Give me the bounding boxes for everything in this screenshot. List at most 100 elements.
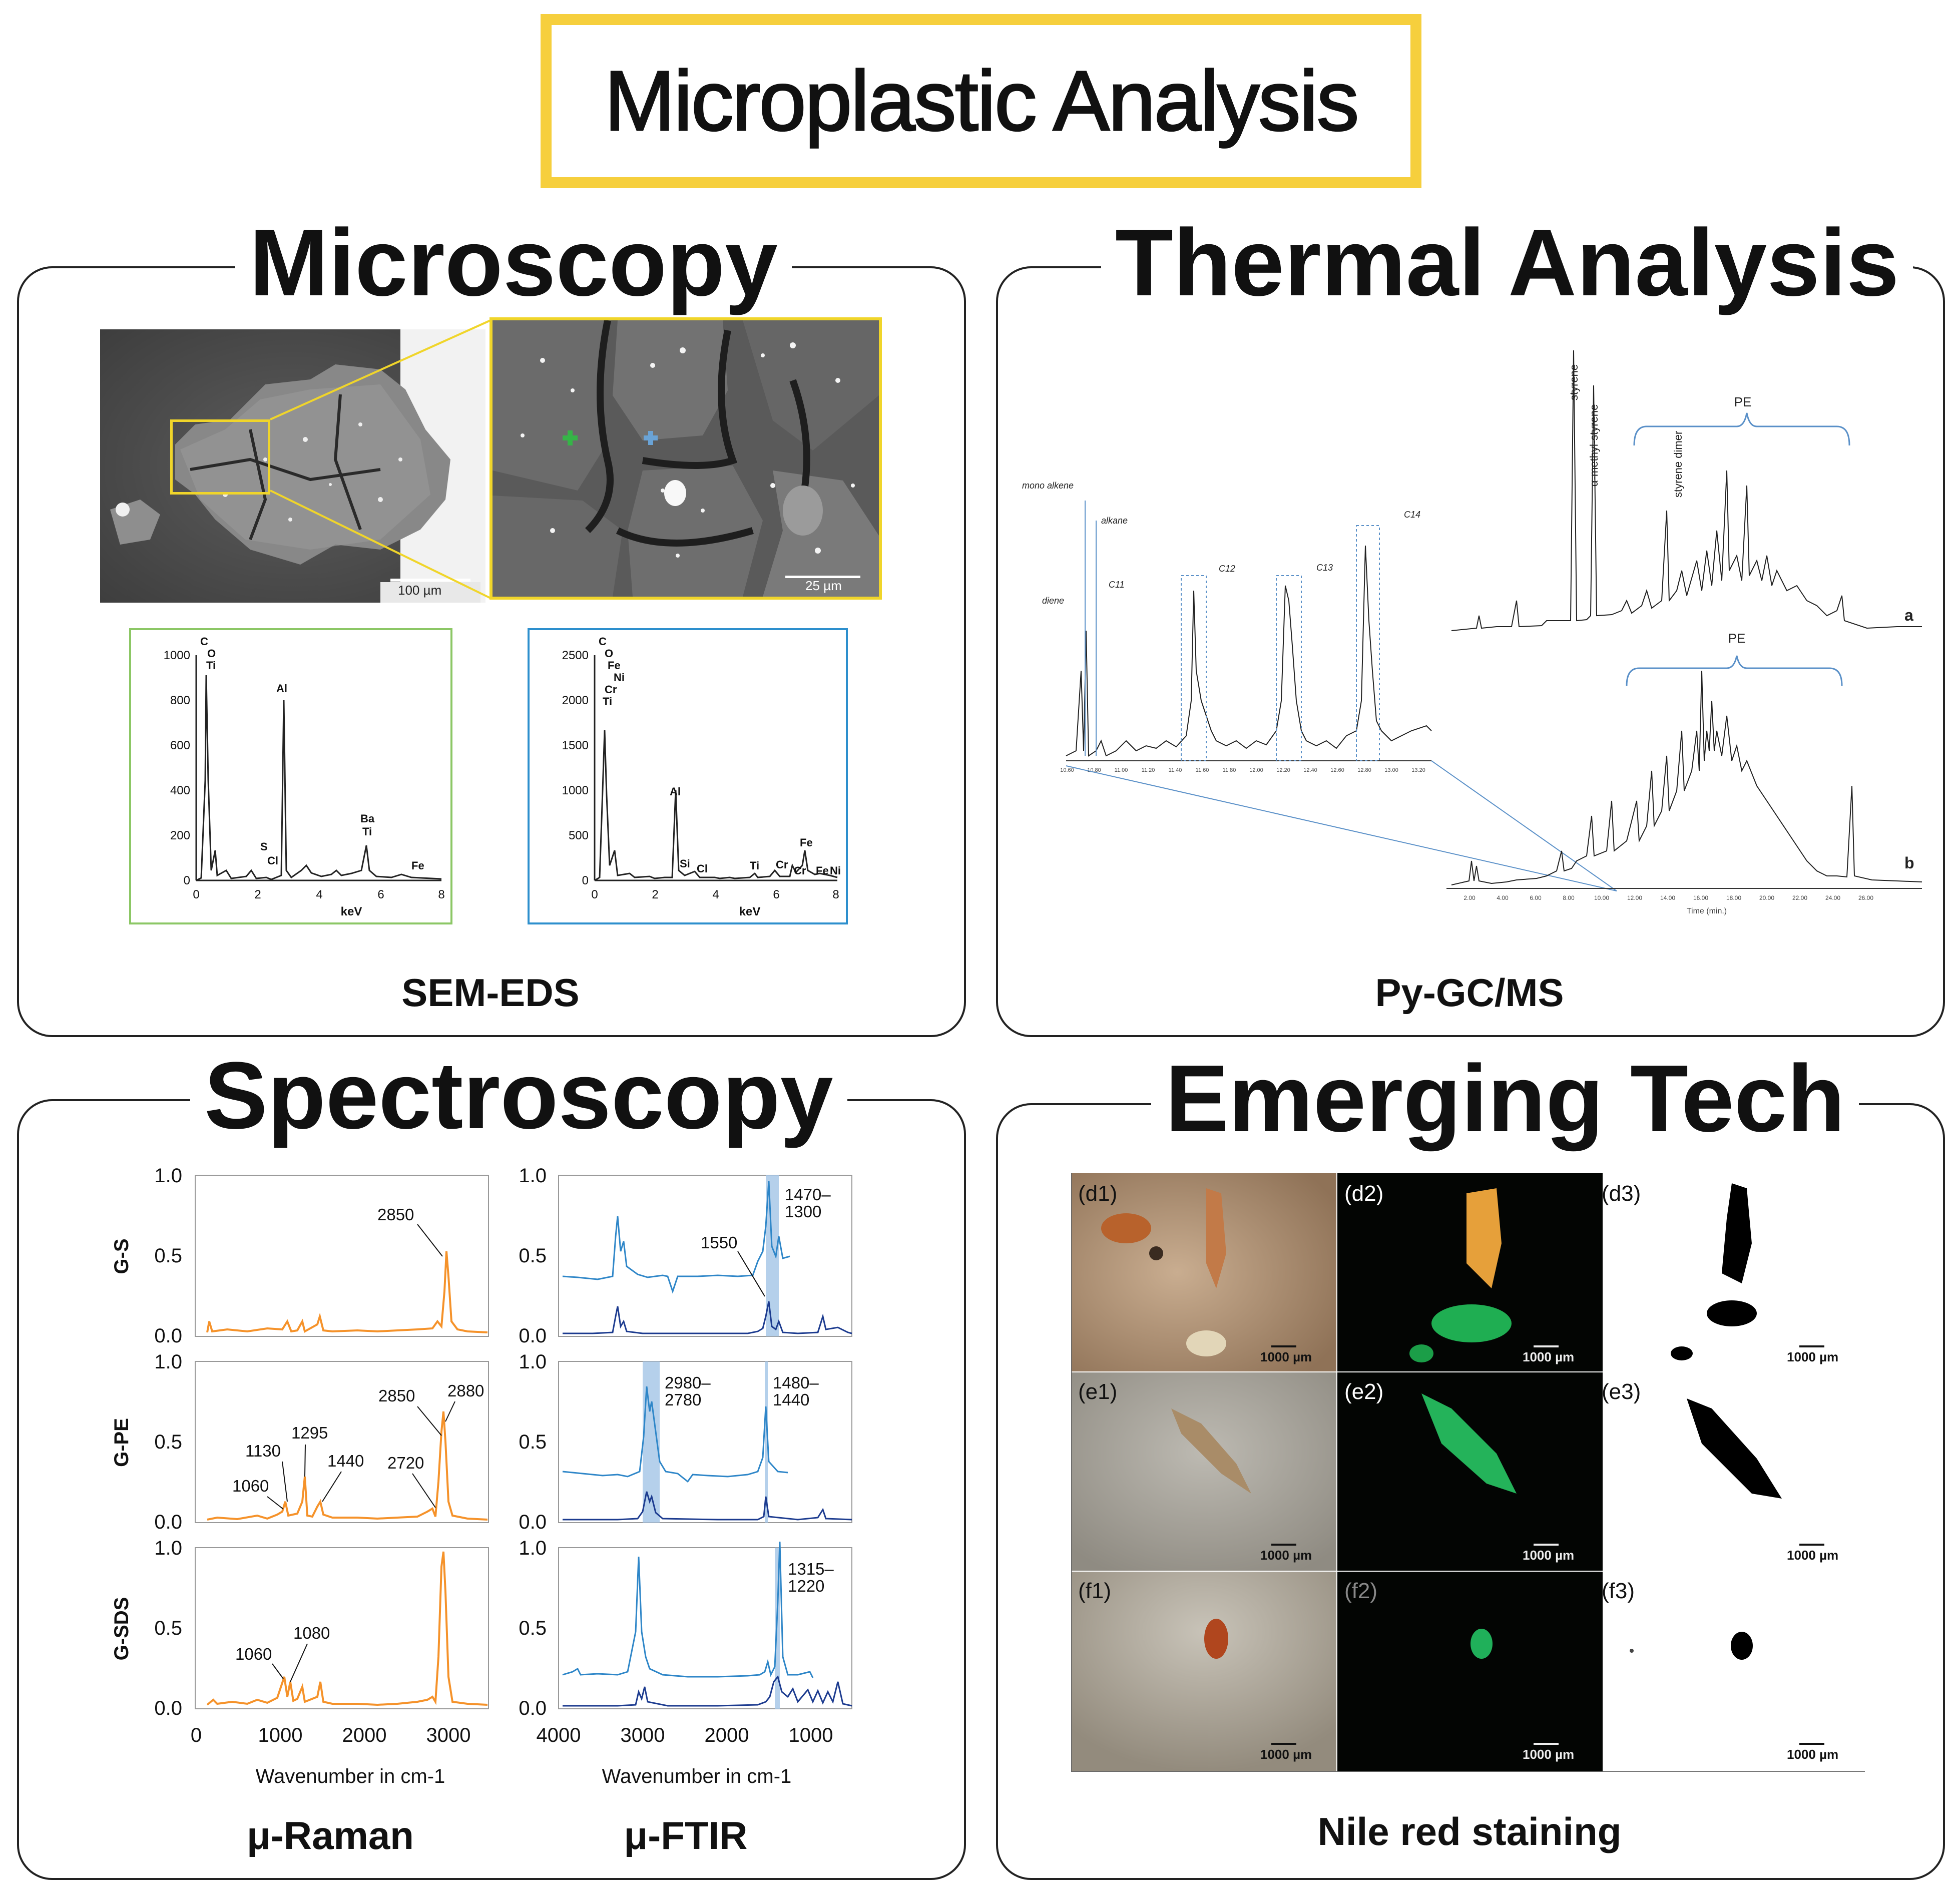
eds-right-element: Ni: [614, 671, 625, 684]
eds-right-element: Cr: [794, 864, 806, 877]
eds-right-xtick: 8: [832, 888, 839, 901]
raman-ytick: 0.0: [154, 1325, 182, 1347]
raman-annotation: 1130: [245, 1442, 281, 1460]
zoom-tick: 12.00: [1249, 767, 1263, 773]
ftir-xtick: 1000: [789, 1724, 833, 1746]
zoom-tick: 13.00: [1384, 767, 1398, 773]
eds-left-ytick: 1000: [164, 649, 190, 662]
eds-left-ytick: 200: [170, 829, 190, 842]
eds-right-ytick: 2000: [562, 694, 589, 707]
zoom-tick: 11.60: [1196, 767, 1209, 773]
ftir-ytick: 1.0: [519, 1351, 547, 1373]
raman-ytick: 0.5: [154, 1617, 182, 1639]
ftir-ytick: 1.0: [519, 1165, 547, 1187]
zoom-label: C13: [1316, 563, 1333, 573]
eds-left-element: S: [260, 840, 268, 853]
main-title: Microplastic Analysis: [604, 53, 1360, 150]
ftir-annotation: 1220: [788, 1577, 824, 1595]
time-tick: 6.00: [1530, 894, 1542, 901]
emerging-heading: Emerging Tech: [1151, 1051, 1859, 1146]
time-tick: 22.00: [1792, 894, 1807, 901]
zoom-tick: 12.80: [1357, 767, 1371, 773]
eds-left-xtick: 0: [193, 888, 199, 901]
eds-left-element: Al: [276, 682, 287, 695]
ftir-caption: μ-FTIR: [624, 1813, 748, 1857]
raman-annotation: 2720: [387, 1454, 424, 1472]
ftir-ytick: 0.5: [519, 1431, 547, 1453]
raman-annotation: 1060: [235, 1645, 272, 1663]
zoom-tick: 11.40: [1169, 767, 1182, 773]
tile-label: (d2): [1344, 1181, 1384, 1206]
raman-annotation: 1080: [293, 1624, 330, 1642]
eds-right-element: Ti: [750, 859, 759, 872]
zoom-tick: 13.20: [1411, 767, 1425, 773]
eds-right-xlabel: keV: [739, 905, 761, 918]
row-label-gs: G-S: [111, 1238, 133, 1274]
eds-left-xtick: 6: [377, 888, 384, 901]
eds-right-ytick: 1000: [562, 784, 589, 797]
spectroscopy-heading: Spectroscopy: [190, 1048, 847, 1143]
ftir-xtick: 2000: [705, 1724, 749, 1746]
tile-scale: 1000 µm: [1787, 1349, 1839, 1364]
eds-left-element: O: [207, 647, 216, 660]
sem-overview-image: 100 µm: [100, 329, 485, 603]
raman-ytick: 0.0: [154, 1511, 182, 1533]
eds-right-xtick: 0: [591, 888, 598, 901]
peak-label-styrene-dimer: styrene dimer: [1672, 431, 1684, 498]
eds-left-xtick: 4: [316, 888, 322, 901]
eds-spectrum-green: 0 200 400 600 800 1000 0 2 4 6 8 keV C O…: [129, 628, 452, 924]
ftir-ytick: 0.0: [519, 1697, 547, 1719]
ftir-annotation: 2980–: [665, 1373, 711, 1392]
tile-label: (f1): [1078, 1579, 1111, 1603]
time-tick: 18.00: [1726, 894, 1741, 901]
tile-scale: 1000 µm: [1787, 1548, 1839, 1563]
trace-b-label: b: [1904, 854, 1914, 872]
zoom-connector-lines: [270, 319, 491, 599]
raman-xlabel: Wavenumber in cm-1: [256, 1765, 445, 1787]
raman-xtick: 1000: [258, 1724, 303, 1746]
tile-label: (f3): [1602, 1579, 1635, 1603]
nile-red-grid: (d1) (d2) (d3) (e1) (e2) (e3) (f1) (f2) …: [1071, 1173, 1865, 1772]
time-tick: 8.00: [1563, 894, 1575, 901]
ftir-annotation: 1470–: [785, 1185, 831, 1204]
time-tick: 20.00: [1759, 894, 1774, 901]
ftir-ytick: 0.0: [519, 1511, 547, 1533]
raman-annotation: 1060: [232, 1477, 269, 1495]
zoom-box: [170, 419, 270, 495]
ftir-annotation: 1440: [773, 1390, 809, 1409]
raman-annotation: 1295: [291, 1424, 328, 1442]
eds-left-xtick: 2: [254, 888, 261, 901]
tile-scale: 1000 µm: [1523, 1548, 1575, 1563]
eds-right-element: C: [599, 635, 607, 648]
raman-xtick: 0: [191, 1724, 202, 1746]
ftir-ytick: 1.0: [519, 1537, 547, 1559]
raman-ytick: 0.5: [154, 1245, 182, 1267]
thermal-caption: Py-GC/MS: [1375, 971, 1564, 1015]
eds-right-element: Fe: [816, 864, 829, 877]
eds-right-ytick: 0: [582, 874, 589, 887]
eds-right-element: Fe: [800, 836, 813, 849]
raman-annotation: 1440: [327, 1452, 364, 1470]
tile-scale: 1000 µm: [1260, 1349, 1312, 1364]
tile-scale: 1000 µm: [1523, 1349, 1575, 1364]
time-tick: 14.00: [1660, 894, 1675, 901]
eds-left-ytick: 600: [170, 739, 190, 752]
row-label-gsds: G-SDS: [111, 1597, 133, 1661]
raman-ytick: 0.0: [154, 1697, 182, 1719]
eds-right-element: O: [605, 647, 613, 660]
raman-caption: μ-Raman: [247, 1813, 414, 1857]
time-tick: 24.00: [1825, 894, 1840, 901]
eds-right-element: Cr: [776, 858, 788, 871]
thermal-panel: [996, 266, 1945, 1037]
zoom-tick: 11.80: [1223, 767, 1236, 773]
eds-right-element: Ni: [830, 864, 841, 877]
eds-right-element: Cr: [605, 683, 617, 696]
raman-ytick: 0.5: [154, 1431, 182, 1453]
peak-label-styrene: styrene: [1568, 364, 1580, 400]
zoom-tick: 12.60: [1330, 767, 1344, 773]
sem-zoom-image: 25 µm: [489, 317, 882, 600]
zoom-label: mono alkene: [1022, 481, 1074, 491]
tile-label: (f2): [1344, 1579, 1377, 1603]
zoom-tick: 10.60: [1060, 767, 1074, 773]
zoom-label: C11: [1109, 580, 1125, 590]
